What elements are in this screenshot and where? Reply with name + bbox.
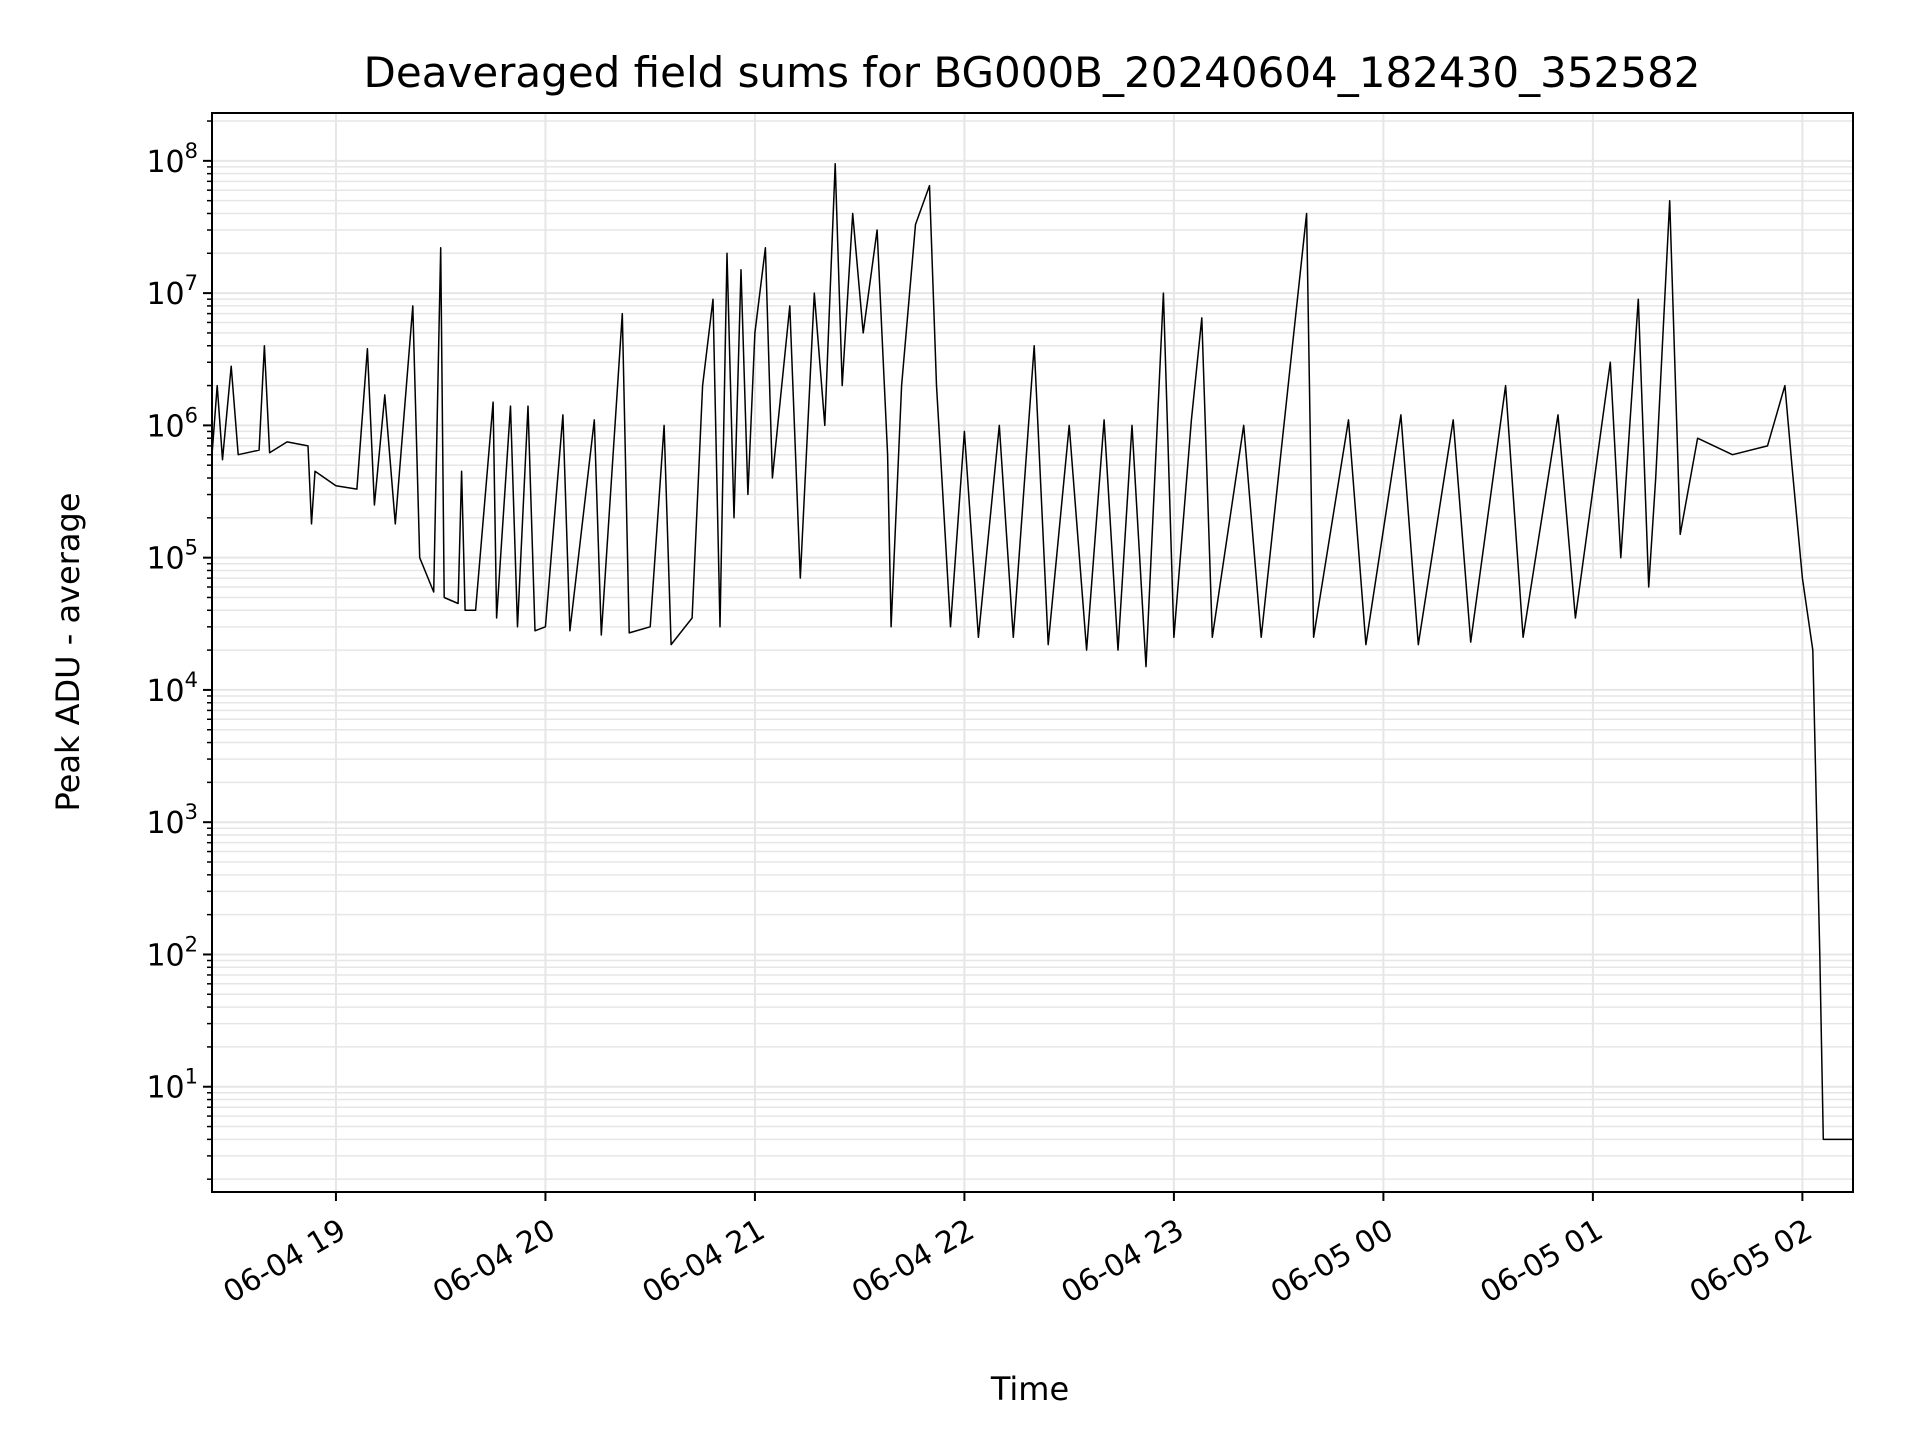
x-axis-label: Time — [990, 1370, 1069, 1408]
y-tick-label: 103 — [146, 800, 198, 841]
plot-frame — [211, 112, 1854, 1193]
y-tick-label: 102 — [146, 932, 198, 973]
chart-title: Deaveraged field sums for BG000B_2024060… — [364, 48, 1701, 97]
y-tick-label: 101 — [146, 1065, 198, 1106]
major-gridlines — [212, 113, 1853, 1192]
data-series — [211, 163, 1853, 1141]
y-tick-label: 107 — [146, 271, 198, 312]
y-tick-label: 104 — [146, 668, 198, 709]
y-tick-label: 108 — [146, 139, 198, 180]
minor-gridlines — [212, 120, 1853, 1180]
y-tick-label: 106 — [146, 403, 198, 444]
series-line — [211, 163, 1853, 1141]
y-axis-label: Peak ADU - average — [49, 493, 87, 812]
y-tick-label: 105 — [146, 536, 198, 577]
y-axis-ticks: 101 102 103 104 105 106 107 108 — [146, 120, 212, 1180]
